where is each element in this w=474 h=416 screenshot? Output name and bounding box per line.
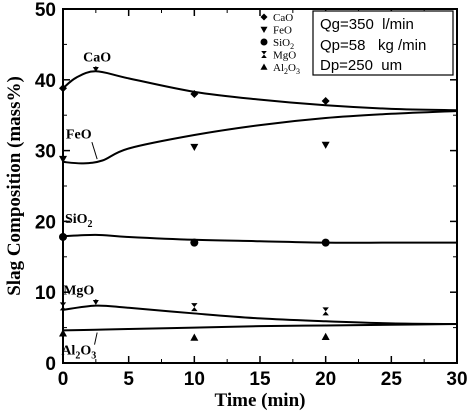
cao-legend-label: CaO	[273, 12, 293, 24]
cao-curve-label: CaO	[83, 50, 111, 65]
feo-label-leader	[91, 141, 98, 160]
x-tick-label: 15	[249, 369, 271, 390]
conditions-box: Qg=350 l/min Qp=58 kg /min Dp=250 um	[312, 10, 454, 76]
sio2-curve	[62, 233, 457, 244]
y-tick-label: 30	[35, 142, 56, 163]
al2o3-legend-marker	[260, 63, 268, 70]
y-axis-title: Slag Composition (mass%)	[4, 76, 25, 296]
feo-data-point	[321, 141, 330, 149]
cao-label-arrowhead	[92, 67, 99, 73]
sio2-data-point	[59, 232, 67, 241]
condition-particle-size: Dp=250 um	[320, 57, 402, 74]
x-tick-label: 20	[315, 369, 336, 390]
sio2-legend-label: SiO2	[273, 37, 294, 51]
y-tick-label: 10	[35, 283, 56, 304]
al2o3-legend-label: Al2O3	[273, 62, 300, 76]
condition-gas-flow: Qg=350 l/min	[320, 16, 414, 33]
cao-data-point	[59, 84, 67, 93]
feo-curve-label: FeO	[66, 128, 92, 143]
cao-legend-marker	[260, 13, 268, 21]
y-tick-label: 50	[35, 0, 56, 21]
mgo-data-point	[59, 302, 67, 311]
y-tick-label: 0	[45, 354, 56, 375]
fitted-curves	[62, 70, 458, 332]
cao-data-point	[321, 97, 330, 106]
cao-curve	[62, 70, 458, 112]
feo-data-point	[59, 155, 67, 164]
mgo-curve	[62, 304, 458, 326]
sio2-data-point	[321, 238, 330, 247]
conditions-box-frame	[312, 10, 454, 76]
x-tick-label: 25	[381, 369, 403, 390]
al2o3-data-point	[321, 332, 330, 341]
x-tick-label: 5	[123, 369, 134, 390]
mgo-label-arrowhead	[92, 299, 99, 305]
mgo-legend-marker	[261, 51, 267, 58]
x-tick-label: 0	[58, 369, 69, 390]
al2o3-data-point	[59, 329, 67, 337]
sio2-data-point	[190, 238, 199, 247]
al2o3-curve-label: Al2O3	[61, 344, 96, 362]
feo-legend-marker	[260, 26, 268, 33]
x-tick-label: 10	[184, 369, 205, 390]
al2o3-data-point	[190, 333, 199, 341]
mgo-data-point	[191, 303, 198, 312]
data-points	[59, 84, 330, 341]
feo-curve	[62, 109, 458, 165]
mgo-curve-label: MgO	[63, 283, 94, 298]
y-tick-label: 20	[35, 212, 56, 233]
cao-data-point	[190, 89, 199, 98]
sio2-legend-marker	[260, 38, 268, 46]
mgo-data-point	[322, 307, 329, 316]
al2o3-curve	[62, 323, 458, 332]
y-tick-label: 40	[35, 71, 56, 92]
x-axis-title: Time (min)	[215, 390, 306, 411]
feo-data-point	[190, 143, 199, 152]
condition-powder-rate: Qp=58 kg /min	[320, 37, 426, 54]
mgo-legend-label: MgO	[273, 50, 296, 62]
curve-labels: CaO FeO SiO2 MgO Al2O3	[61, 50, 111, 361]
x-tick-label: 30	[446, 369, 467, 390]
al2o3-label-leader	[94, 332, 98, 345]
sio2-curve-label: SiO2	[65, 212, 93, 230]
feo-legend-label: FeO	[273, 25, 292, 37]
